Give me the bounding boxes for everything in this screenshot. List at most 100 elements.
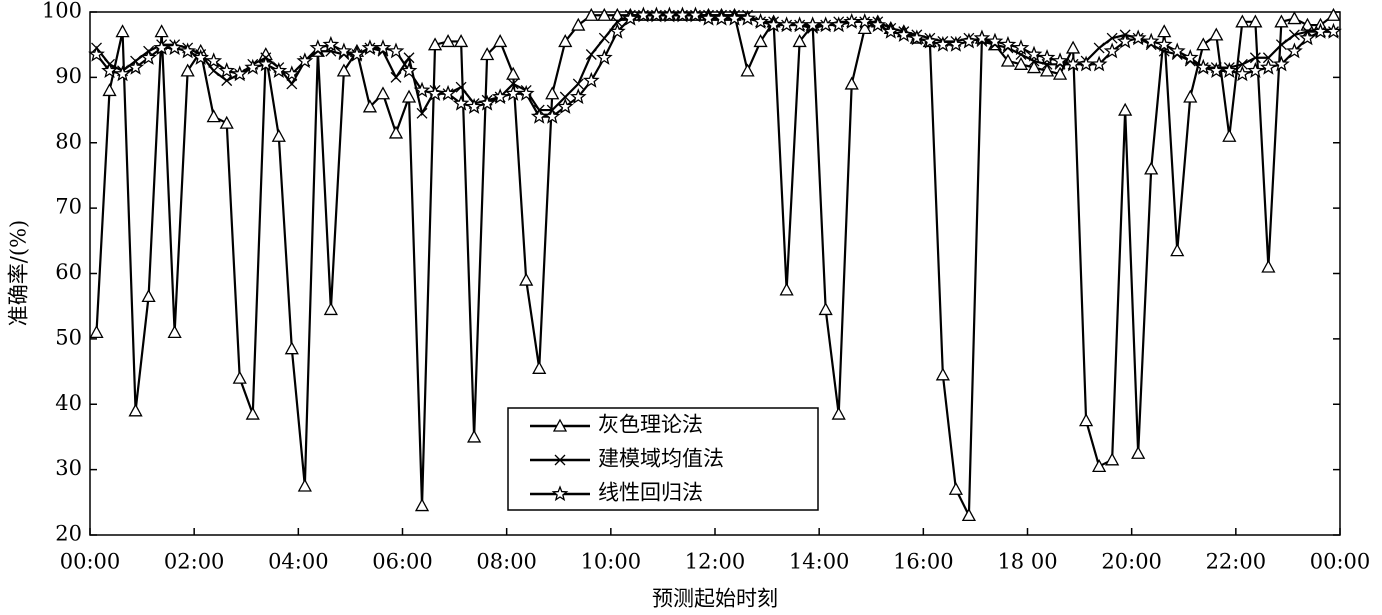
marker [322, 35, 340, 52]
x-tick-label: 00:00 [60, 550, 121, 574]
marker [1077, 55, 1095, 72]
marker [1051, 52, 1069, 69]
legend-label: 线性回归法 [598, 481, 703, 505]
marker [571, 17, 586, 31]
marker [413, 81, 431, 98]
marker [206, 109, 221, 123]
y-tick-label: 30 [55, 456, 82, 480]
marker [1260, 58, 1277, 75]
marker [739, 9, 756, 26]
marker [674, 6, 691, 23]
marker [1144, 161, 1159, 175]
marker [545, 86, 560, 100]
marker [115, 24, 130, 38]
marker [452, 94, 470, 111]
marker [387, 42, 405, 59]
marker [128, 403, 143, 417]
marker [1325, 22, 1342, 39]
marker [1274, 14, 1289, 28]
marker [1103, 42, 1121, 59]
legend-marker [552, 418, 568, 432]
marker [1142, 32, 1160, 49]
marker [453, 34, 469, 48]
marker [219, 115, 234, 129]
marker [1220, 62, 1238, 78]
marker [934, 35, 952, 52]
marker [843, 13, 861, 29]
x-axis-label: 预测起始时刻 [652, 587, 778, 611]
marker [296, 52, 314, 69]
marker [388, 125, 404, 139]
marker [608, 22, 626, 39]
marker [335, 42, 353, 59]
legend-marker [551, 485, 569, 502]
marker [232, 370, 247, 384]
marker [1118, 102, 1133, 116]
marker [455, 81, 467, 93]
legend-label: 灰色理论法 [598, 413, 703, 437]
marker [1183, 89, 1198, 103]
marker [1287, 11, 1302, 25]
y-tick-label: 90 [55, 64, 82, 88]
marker [610, 7, 625, 21]
marker [556, 97, 574, 114]
x-tick-label: 08:00 [476, 550, 537, 574]
marker [270, 62, 288, 78]
marker [1312, 22, 1329, 39]
marker [1090, 55, 1108, 72]
marker [559, 91, 571, 103]
marker [1196, 37, 1211, 51]
marker [218, 62, 236, 78]
marker [621, 9, 639, 26]
marker [507, 78, 519, 90]
marker [831, 406, 846, 420]
marker [1181, 48, 1199, 65]
marker [102, 83, 117, 97]
x-tick-label: 22:00 [1206, 550, 1267, 574]
marker [818, 302, 833, 316]
legend-label: 建模域均值法 [598, 447, 724, 471]
marker [1013, 56, 1029, 70]
marker [598, 32, 610, 44]
marker [179, 42, 197, 59]
marker [947, 35, 965, 52]
marker [141, 289, 156, 303]
marker [1000, 53, 1016, 67]
marker [961, 508, 977, 522]
y-tick-label: 70 [55, 195, 82, 219]
marker [390, 71, 402, 83]
marker [882, 22, 900, 39]
marker [114, 65, 131, 82]
marker [286, 78, 298, 90]
y-axis-label: 准确率/(%) [7, 220, 31, 326]
marker [414, 498, 430, 512]
marker [283, 65, 301, 82]
marker [153, 39, 170, 56]
marker [506, 66, 521, 80]
y-tick-label: 80 [55, 129, 82, 153]
marker [439, 84, 457, 101]
marker [416, 107, 428, 119]
marker [1092, 458, 1107, 473]
marker [752, 13, 769, 29]
marker [309, 39, 327, 56]
marker [245, 406, 260, 420]
marker [999, 35, 1017, 52]
marker [1065, 40, 1081, 54]
x-tick-label: 04:00 [268, 550, 329, 574]
marker [572, 78, 584, 90]
marker [778, 16, 795, 33]
marker [597, 7, 612, 21]
marker [935, 367, 950, 381]
marker [948, 481, 963, 495]
marker [89, 324, 104, 338]
marker [478, 94, 496, 111]
marker [960, 32, 978, 49]
x-tick-label: 10:00 [581, 550, 642, 574]
marker [582, 71, 600, 88]
marker [1106, 32, 1118, 44]
y-tick-label: 40 [55, 391, 82, 415]
marker [530, 107, 548, 124]
